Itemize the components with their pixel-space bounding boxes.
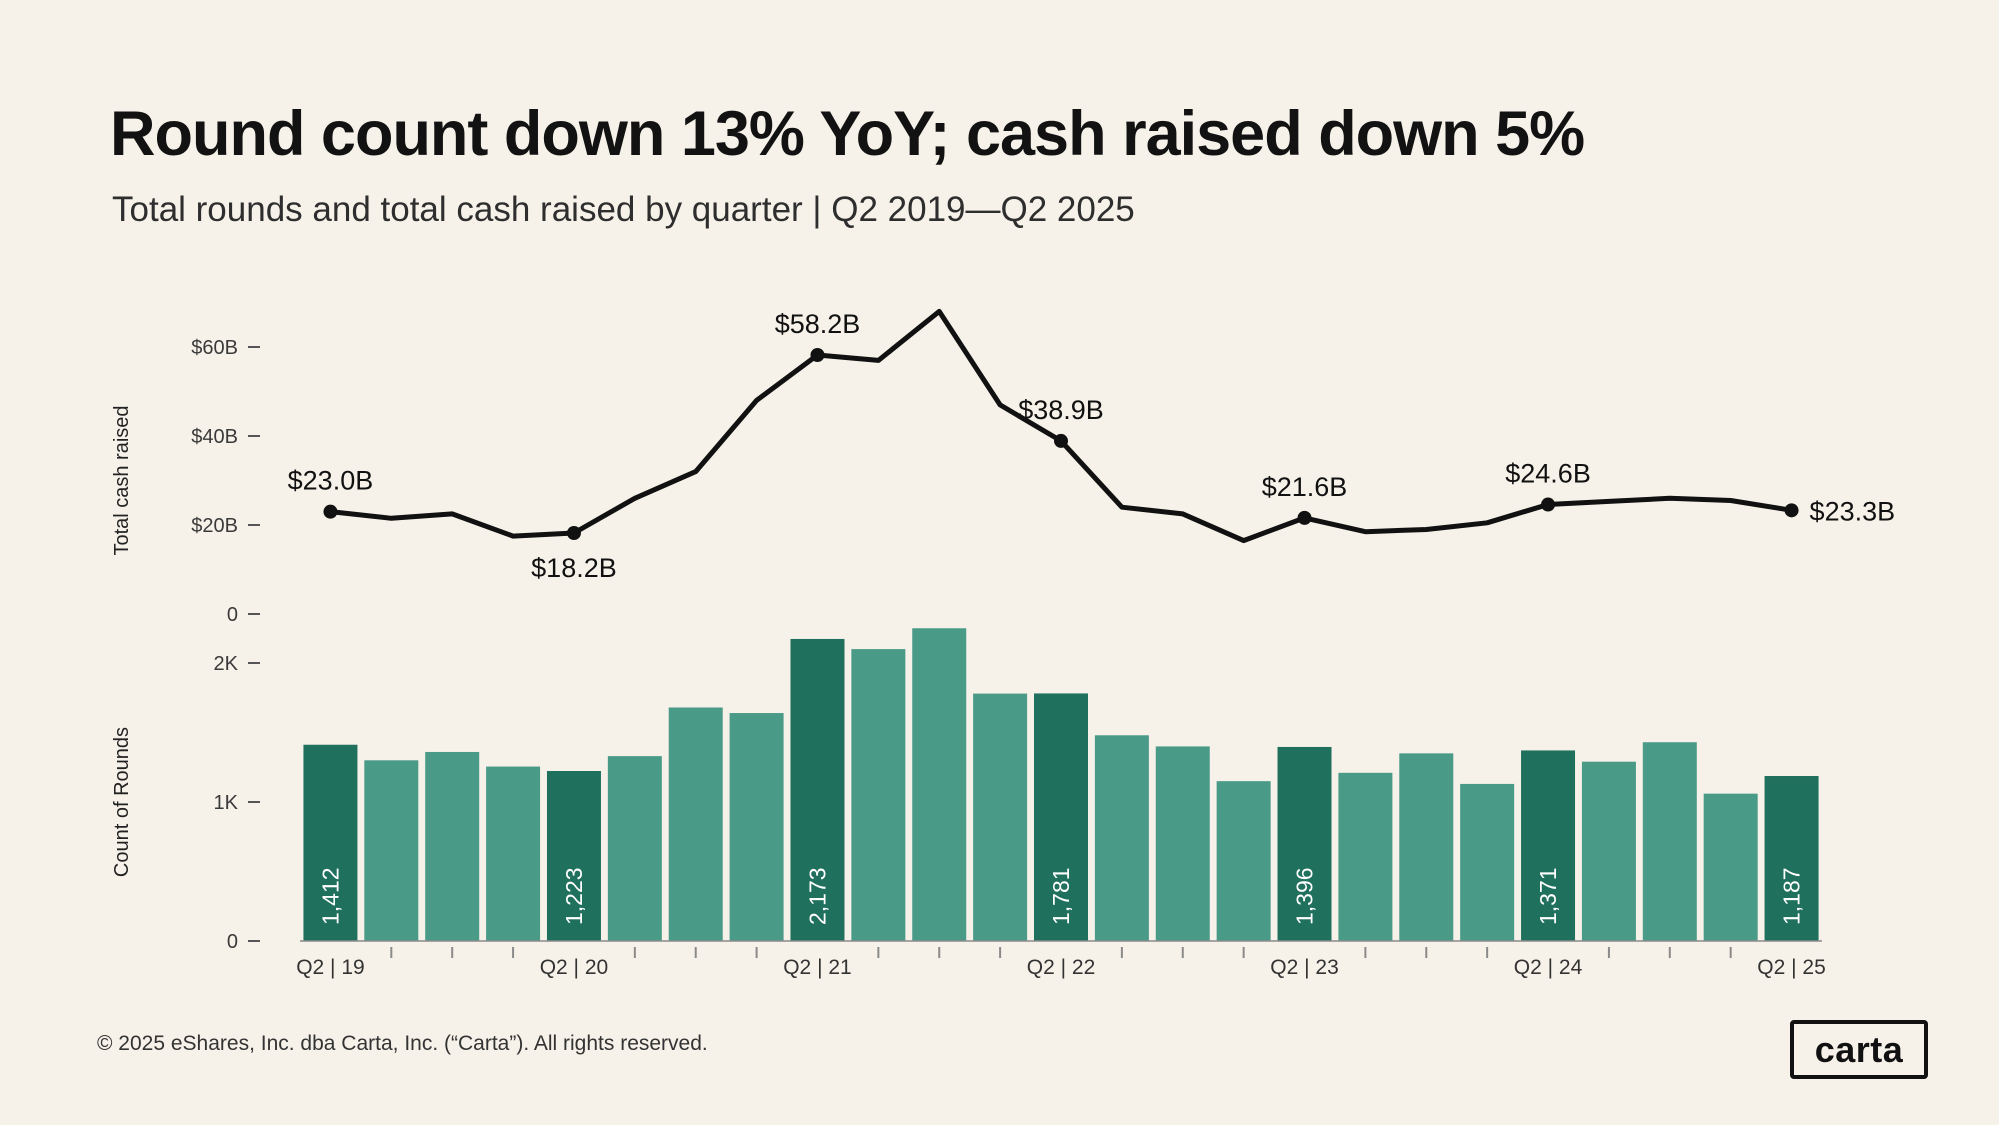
- round-count-bar: [851, 649, 906, 941]
- round-count-bar: [912, 628, 967, 941]
- line-point-marker: [1297, 510, 1312, 525]
- round-count-bar: [303, 744, 358, 941]
- line-point-marker: [566, 526, 581, 541]
- round-count-bar: [1338, 772, 1393, 941]
- round-count-bar: [546, 771, 601, 941]
- carta-logo: carta: [1790, 1020, 1928, 1079]
- bar-value-label: 1,781: [1048, 867, 1074, 925]
- round-count-bar: [729, 713, 784, 941]
- cash-annotation-label: $38.9B: [1018, 395, 1104, 425]
- line-point-marker: [810, 348, 825, 363]
- cash-annotation-label: $23.0B: [288, 466, 374, 496]
- bar-value-label: 1,371: [1535, 867, 1561, 925]
- round-count-bar: [973, 693, 1028, 941]
- bar-value-label: 1,396: [1292, 867, 1318, 925]
- round-count-bar: [1216, 781, 1271, 941]
- cash-annotation-label: $18.2B: [531, 553, 617, 583]
- round-count-bar: [1764, 776, 1819, 941]
- round-count-bar: [1094, 735, 1149, 941]
- round-count-bar: [364, 760, 419, 941]
- line-point-marker: [1541, 497, 1556, 512]
- x-tick-label: Q2 | 25: [1757, 956, 1826, 979]
- cash-annotation-label: $21.6B: [1262, 472, 1348, 502]
- round-count-bar: [1521, 750, 1576, 941]
- round-count-bar: [790, 638, 845, 941]
- y-tick-label-rounds: 1K: [214, 792, 239, 814]
- y-tick-label-cash: $60B: [191, 337, 238, 359]
- round-count-bar: [425, 751, 480, 941]
- cash-annotation-label: $58.2B: [775, 309, 861, 339]
- x-tick-label: Q2 | 21: [783, 956, 852, 979]
- page-title: Round count down 13% YoY; cash raised do…: [110, 99, 1585, 169]
- round-count-bar: [1460, 783, 1515, 941]
- cash-annotation-label: $24.6B: [1505, 459, 1591, 489]
- cash-raised-line: [327, 308, 1795, 544]
- round-count-bar: [1034, 693, 1088, 941]
- y-tick-label-cash: $20B: [191, 515, 238, 537]
- axis-title-cash: Total cash raised: [111, 405, 133, 555]
- round-count-bar: [1581, 761, 1636, 941]
- x-tick-label: Q2 | 19: [296, 956, 365, 979]
- round-count-bar: [1399, 753, 1454, 941]
- x-tick-label: Q2 | 24: [1514, 956, 1583, 979]
- x-tick-label: Q2 | 22: [1027, 956, 1096, 979]
- round-count-bar: [1703, 793, 1758, 941]
- y-tick-label-rounds: 2K: [214, 653, 239, 675]
- carta-logo-text: carta: [1814, 1028, 1904, 1070]
- x-tick-label: Q2 | 20: [540, 956, 609, 979]
- round-count-bar: [607, 756, 662, 941]
- x-tick-label: Q2 | 23: [1270, 956, 1339, 979]
- page-subtitle: Total rounds and total cash raised by qu…: [112, 190, 1135, 229]
- bar-value-label: 1,223: [561, 867, 587, 925]
- line-point-marker: [1054, 433, 1068, 448]
- y-tick-label-rounds: 0: [227, 931, 238, 953]
- line-point-marker: [1784, 503, 1799, 518]
- y-tick-label-cash: $40B: [191, 426, 238, 448]
- round-count-bar: [486, 766, 541, 941]
- cash-annotation-label: $23.3B: [1810, 496, 1896, 526]
- axis-title-rounds: Count of Rounds: [111, 727, 133, 877]
- round-count-bar: [668, 707, 723, 941]
- bar-value-label: 1,187: [1779, 867, 1805, 925]
- copyright-text: © 2025 eShares, Inc. dba Carta, Inc. (“C…: [97, 1032, 708, 1055]
- bar-value-label: 1,412: [317, 867, 343, 925]
- bar-value-label: 2,173: [804, 867, 830, 925]
- y-tick-label-cash: 0: [227, 604, 238, 626]
- round-count-bar: [1277, 746, 1332, 941]
- line-point-marker: [323, 504, 338, 519]
- round-count-bar: [1642, 742, 1697, 941]
- round-count-bar: [1155, 746, 1210, 941]
